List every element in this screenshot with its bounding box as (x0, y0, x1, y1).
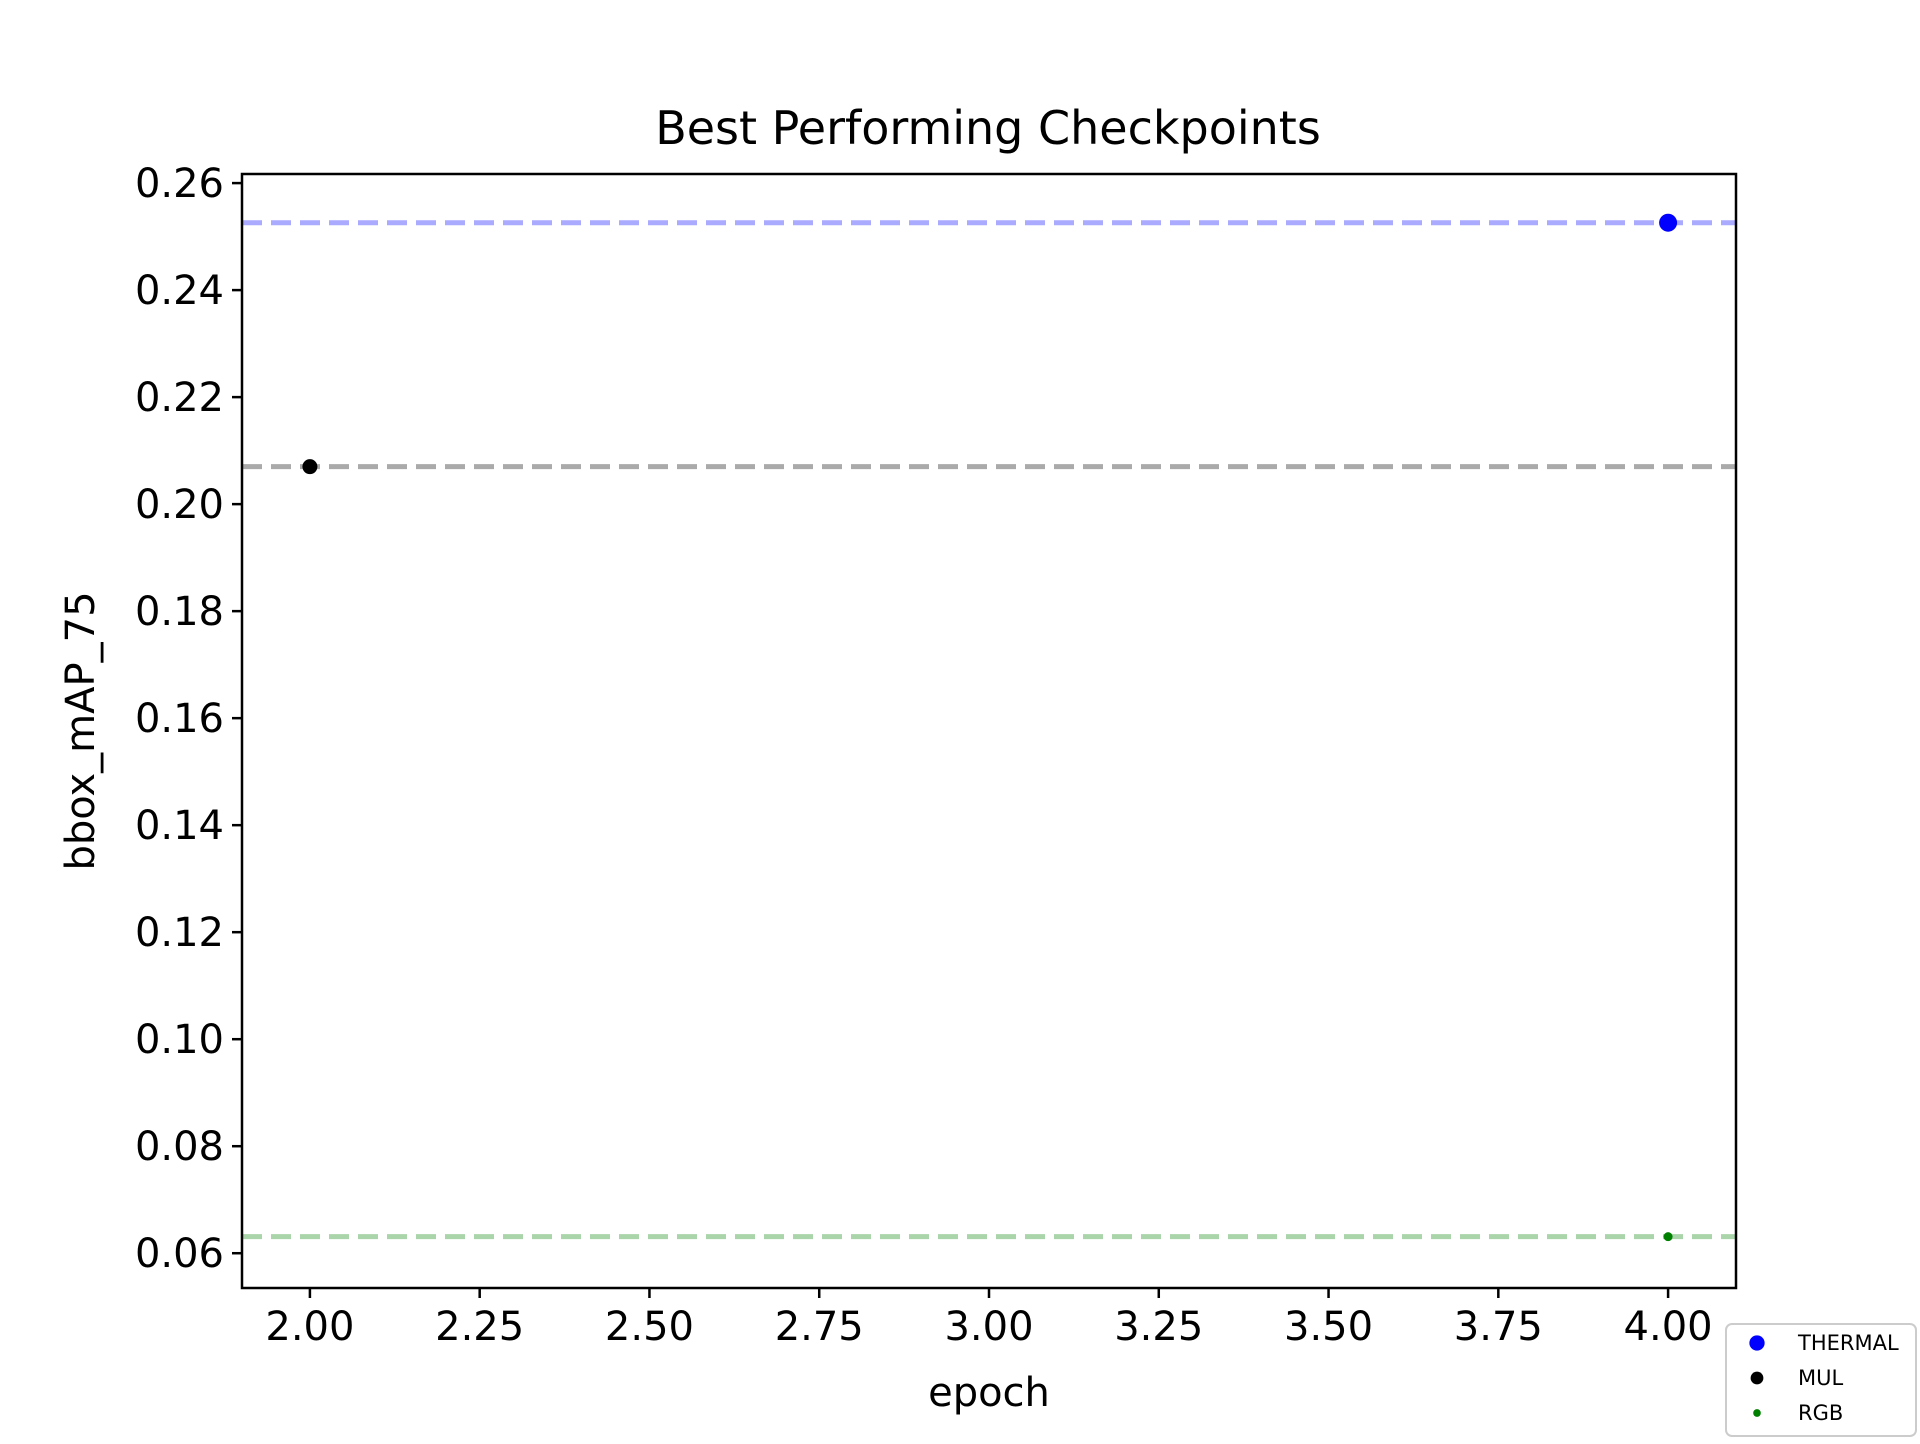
y-tick-label: 0.24 (135, 268, 224, 314)
legend-marker-mul (1750, 1371, 1764, 1385)
x-tick-label: 2.75 (775, 1304, 864, 1350)
y-tick-label: 0.20 (135, 482, 224, 528)
y-axis: 0.06 0.08 0.10 0.12 0.14 0.16 0.18 0.20 0.22 0.24… (135, 161, 242, 1277)
legend-label-mul: MUL (1798, 1366, 1843, 1390)
x-axis-label: epoch (928, 1370, 1050, 1416)
legend-marker-thermal (1749, 1335, 1765, 1351)
y-tick-label: 0.22 (135, 375, 224, 421)
y-tick-label: 0.14 (135, 803, 224, 849)
x-tick-label: 3.50 (1284, 1304, 1373, 1350)
x-axis: 2.00 2.25 2.50 2.75 3.00 3.25 3.50 3.75 4.00 (265, 1288, 1713, 1350)
chart-title: Best Performing Checkpoints (655, 101, 1321, 155)
x-tick-label: 3.75 (1454, 1304, 1543, 1350)
reference-lines (242, 220, 1736, 1240)
x-tick-label: 3.00 (944, 1304, 1033, 1350)
x-tick-label: 2.50 (605, 1304, 694, 1350)
y-tick-label: 0.16 (135, 696, 224, 742)
y-tick-label: 0.18 (135, 589, 224, 635)
y-axis-label: bbox_mAP_75 (58, 591, 104, 870)
y-tick-label: 0.26 (135, 161, 224, 207)
data-point-rgb (1663, 1232, 1673, 1242)
data-point-thermal (1659, 213, 1678, 232)
x-tick-label: 3.25 (1114, 1304, 1203, 1350)
x-tick-label: 4.00 (1624, 1304, 1713, 1350)
y-tick-label: 0.12 (135, 910, 224, 956)
legend-marker-rgb (1753, 1409, 1761, 1417)
y-tick-label: 0.08 (135, 1124, 224, 1170)
legend-label-rgb: RGB (1798, 1401, 1843, 1425)
legend-box (1725, 1323, 1917, 1437)
data-points (302, 213, 1678, 1242)
x-tick-label: 2.25 (435, 1304, 524, 1350)
y-tick-label: 0.06 (135, 1231, 224, 1277)
data-point-mul (302, 459, 318, 475)
legend-label-thermal: THERMAL (1797, 1331, 1899, 1355)
y-tick-label: 0.10 (135, 1017, 224, 1063)
x-tick-label: 2.00 (265, 1304, 354, 1350)
legend: THERMAL MUL RGB (1725, 1323, 1917, 1437)
